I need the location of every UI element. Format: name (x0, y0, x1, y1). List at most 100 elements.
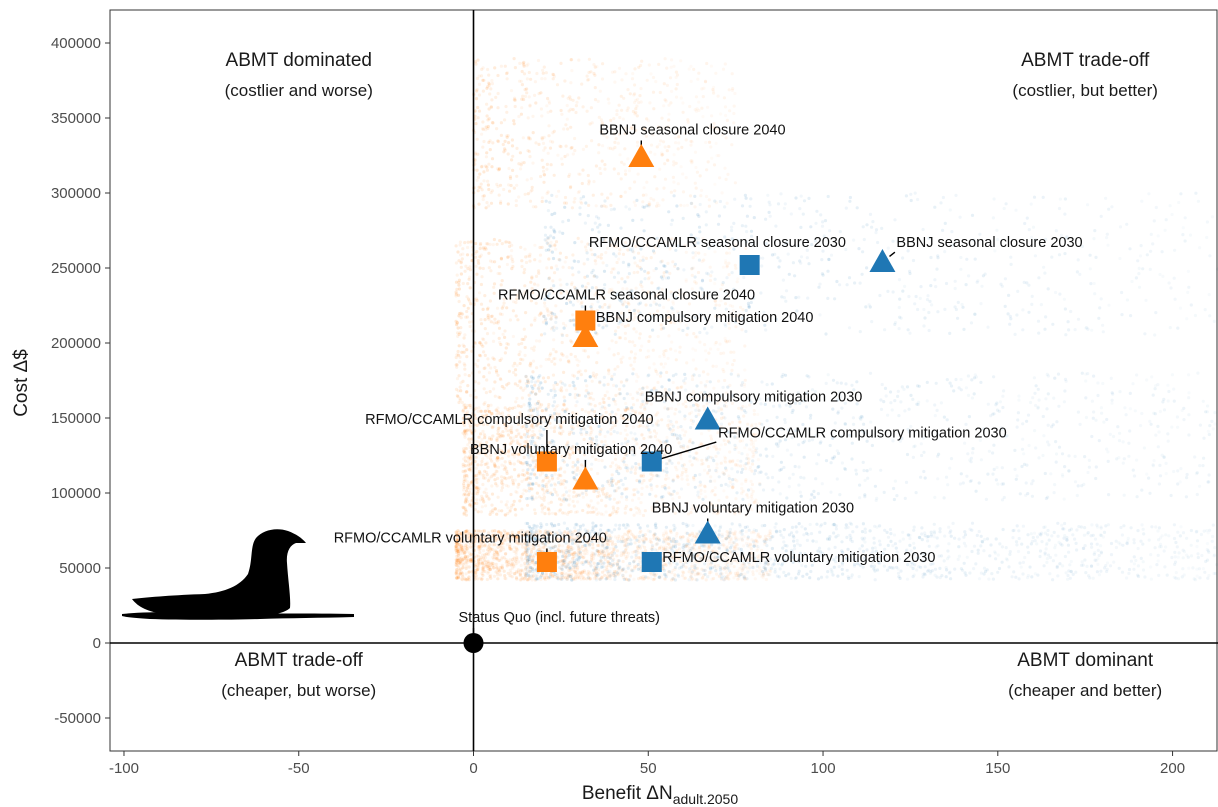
cloud-dot (933, 205, 937, 209)
cloud-dot (482, 559, 486, 563)
cloud-dot (457, 568, 461, 573)
cloud-dot (484, 128, 488, 132)
cloud-dot (677, 542, 681, 546)
cloud-dot (469, 465, 473, 469)
cloud-dot (706, 472, 710, 476)
cloud-dot (454, 280, 459, 284)
cloud-dot (518, 361, 522, 366)
cloud-dot (474, 264, 478, 268)
cloud-dot (608, 146, 613, 150)
cloud-dot (487, 82, 491, 86)
cloud-dot (520, 425, 524, 429)
cloud-dot (522, 488, 526, 492)
cloud-dot (573, 510, 578, 514)
cloud-dot (668, 320, 673, 324)
cloud-dot (636, 172, 640, 176)
cloud-dot (749, 495, 754, 499)
cloud-dot (517, 195, 521, 199)
cloud-dot (604, 504, 608, 508)
cloud-dot (728, 450, 732, 454)
cloud-dot (696, 458, 700, 462)
cloud-dot (511, 452, 515, 457)
cloud-dot (495, 242, 499, 246)
cloud-dot (568, 453, 572, 457)
cloud-dot (467, 463, 471, 467)
cloud-dot (678, 292, 682, 296)
cloud-dot (665, 370, 669, 374)
cloud-dot (464, 446, 468, 450)
cloud-dot (590, 391, 594, 395)
cloud-dot (654, 369, 658, 374)
cloud-dot (513, 468, 517, 472)
cloud-dot (632, 449, 636, 453)
cloud-dot (513, 508, 518, 512)
cloud-dot (540, 199, 544, 204)
cloud-dot (646, 290, 651, 294)
cloud-dot (475, 137, 479, 141)
cloud-dot (891, 239, 895, 243)
cloud-dot (526, 435, 530, 439)
cloud-dot (479, 74, 484, 78)
cloud-dot (519, 357, 523, 361)
cloud-dot (491, 508, 495, 512)
cloud-dot (463, 241, 467, 245)
cloud-dot (544, 357, 548, 362)
cloud-dot (717, 379, 721, 383)
cloud-dot (527, 137, 531, 141)
cloud-dot (691, 389, 696, 393)
cloud-dot (622, 162, 626, 166)
cloud-dot (536, 294, 540, 298)
cloud-dot (510, 478, 515, 482)
cloud-dot (742, 544, 745, 547)
cloud-dot (464, 464, 468, 468)
cloud-dot (720, 283, 724, 287)
cloud-dot (543, 419, 547, 424)
cloud-dot (482, 337, 486, 342)
cloud-dot (753, 577, 757, 581)
cloud-dot (614, 511, 619, 515)
cloud-dot (690, 374, 695, 378)
cloud-dot (717, 154, 721, 158)
cloud-dot (535, 366, 539, 370)
cloud-dot (515, 547, 519, 551)
cloud-dot (639, 283, 643, 287)
cloud-dot (463, 373, 467, 377)
cloud-dot (482, 500, 486, 504)
cloud-dot (521, 136, 525, 140)
cloud-dot (740, 491, 744, 495)
cloud-dot (612, 383, 616, 387)
cloud-dot (521, 492, 525, 496)
cloud-dot (476, 175, 481, 179)
cloud-dot (674, 75, 678, 79)
cloud-dot (619, 360, 624, 364)
cloud-dot (591, 193, 595, 197)
cloud-dot (457, 278, 461, 282)
cloud-dot (521, 61, 525, 65)
cloud-dot (701, 462, 705, 466)
cloud-dot (743, 446, 746, 449)
cloud-dot (546, 506, 551, 510)
cloud-dot (705, 294, 709, 298)
cloud-dot (571, 108, 575, 112)
cloud-dot (602, 405, 606, 409)
cloud-dot (513, 96, 517, 100)
cloud-dot (735, 463, 740, 467)
cloud-dot (613, 367, 617, 371)
cloud-dot (551, 291, 556, 295)
cloud-dot (545, 239, 549, 243)
cloud-dot (615, 467, 619, 471)
cloud-dot (651, 133, 655, 137)
cloud-dot (480, 164, 484, 168)
cloud-dot (485, 461, 489, 465)
cloud-dot (511, 334, 515, 339)
cloud-dot (653, 368, 658, 372)
cloud-dot (628, 92, 632, 96)
cloud-dot (637, 420, 641, 424)
cloud-dot (510, 575, 514, 579)
cloud-dot (541, 478, 546, 482)
cloud-dot (590, 121, 594, 125)
cloud-dot (498, 433, 502, 437)
cloud-dot (497, 336, 501, 340)
cloud-dot (459, 389, 463, 393)
cloud-dot (747, 503, 752, 507)
